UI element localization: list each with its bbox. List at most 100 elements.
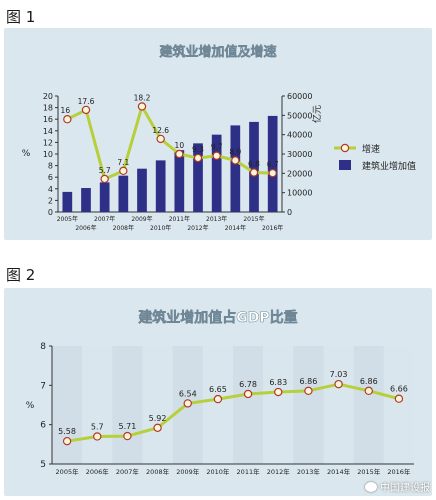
left-tick-label: 0 <box>48 208 53 217</box>
x-tick-label: 2016年 <box>262 224 283 232</box>
bar <box>174 150 185 212</box>
growth-data-label: 5.7 <box>99 166 111 175</box>
share-point <box>213 394 223 404</box>
share-data-label: 5.58 <box>58 427 76 436</box>
x-tick-label: 2009年 <box>176 467 200 476</box>
column-band <box>202 346 233 464</box>
share-point <box>243 389 253 399</box>
growth-data-label: 6.8 <box>248 160 260 169</box>
bar <box>211 134 222 212</box>
growth-data-label: 9.7 <box>211 143 223 152</box>
left-tick-label: 4 <box>48 185 53 194</box>
share-data-label: 5.92 <box>149 414 167 423</box>
growth-point <box>63 114 72 124</box>
column-band <box>293 346 324 464</box>
x-tick-label: 2006年 <box>86 467 110 476</box>
column-band <box>82 346 113 464</box>
x-tick-label: 2008年 <box>113 224 134 232</box>
share-data-label: 6.54 <box>179 389 197 398</box>
watermark: 中国建设报 <box>365 479 430 494</box>
growth-data-label: 7.1 <box>117 158 129 167</box>
watermark-text: 中国建设报 <box>380 483 430 494</box>
share-point <box>183 399 192 408</box>
growth-point <box>137 102 147 111</box>
growth-point <box>212 151 221 160</box>
right-tick-label: 10000 <box>287 189 312 198</box>
right-tick-label: 20000 <box>287 169 312 178</box>
right-tick-label: 30000 <box>287 150 312 159</box>
x-tick-label: 2014年 <box>225 224 246 232</box>
growth-data-label: 9.3 <box>192 145 204 154</box>
y-tick-label: 5 <box>40 460 46 470</box>
left-tick-label: 18 <box>43 104 53 113</box>
share-data-label: 5.7 <box>91 422 104 431</box>
y-tick-label: 8 <box>40 342 46 352</box>
column-band <box>52 346 83 464</box>
left-axis-label: % <box>22 149 31 159</box>
figure-1-label: 图 1 <box>6 8 36 26</box>
growth-point <box>231 156 240 165</box>
share-data-label: 7.03 <box>330 370 348 379</box>
x-tick-label: 2007年 <box>94 215 115 223</box>
share-point <box>334 379 343 389</box>
share-data-label: 6.83 <box>269 378 287 387</box>
x-tick-label: 2010年 <box>150 224 171 232</box>
left-tick-label: 12 <box>43 138 53 147</box>
left-tick-label: 14 <box>43 127 53 136</box>
x-tick-label: 2010年 <box>206 467 230 476</box>
left-tick-label: 20 <box>43 92 53 101</box>
y-axis-label: % <box>26 401 35 411</box>
x-tick-label: 2012年 <box>267 467 291 476</box>
growth-data-label: 18.2 <box>134 93 151 102</box>
x-tick-label: 2015年 <box>243 215 264 223</box>
legend-bar-swatch <box>339 160 351 170</box>
x-tick-label: 2008年 <box>146 467 170 476</box>
left-tick-label: 6 <box>48 173 53 182</box>
chart-2: 建筑业增加值占GDP比重 5 6 7 8% 2005年 2006年 2007年 2008年 200… <box>26 309 414 476</box>
x-tick-label: 2009年 <box>131 215 152 223</box>
column-band <box>383 346 414 464</box>
share-point <box>364 386 373 396</box>
growth-data-label: 6.7 <box>267 160 279 169</box>
share-point <box>123 431 132 441</box>
share-data-label: 6.86 <box>360 377 378 386</box>
growth-point <box>100 174 109 184</box>
bar <box>155 160 166 212</box>
left-tick-label: 8 <box>48 162 53 171</box>
right-tick-label: 0 <box>287 208 292 217</box>
share-data-label: 6.66 <box>390 385 408 394</box>
legend-label-value: 建筑业增加值 <box>362 160 416 172</box>
bar <box>249 121 259 212</box>
column-band <box>233 346 264 464</box>
share-point <box>153 423 162 433</box>
share-point <box>394 394 404 403</box>
growth-data-label: 12.6 <box>152 126 169 135</box>
chart-1: 建筑业增加值及增速 0 2 4 6 8 10 12 14 16 18 20 0 10000 20000 300… <box>22 44 416 232</box>
growth-point <box>156 134 165 144</box>
column-band <box>353 346 384 464</box>
share-data-label: 5.71 <box>119 422 137 431</box>
x-tick-label: 2012年 <box>187 224 208 232</box>
x-tick-label: 2011年 <box>169 215 190 223</box>
x-tick-label: 2016年 <box>387 467 411 476</box>
right-tick-label: 40000 <box>287 131 312 140</box>
bar <box>99 182 110 212</box>
chart-title: 建筑业增加值及增速 <box>159 44 276 60</box>
share-line <box>66 382 400 443</box>
y-tick-label: 6 <box>40 421 46 431</box>
x-tick-label: 2011年 <box>237 467 261 476</box>
share-point <box>62 436 72 446</box>
bar <box>81 188 91 212</box>
growth-point <box>249 168 259 177</box>
x-tick-label: 2015年 <box>357 467 381 476</box>
left-tick-label: 10 <box>43 150 53 159</box>
column-band <box>323 346 354 464</box>
column-band <box>112 346 143 464</box>
x-tick-label: 2006年 <box>75 224 96 232</box>
x-tick-label: 2005年 <box>56 467 80 476</box>
bar <box>193 143 203 212</box>
bar <box>118 175 129 212</box>
column-band <box>142 346 173 464</box>
x-tick-label: 2005年 <box>57 215 78 223</box>
share-data-label: 6.65 <box>209 385 227 394</box>
